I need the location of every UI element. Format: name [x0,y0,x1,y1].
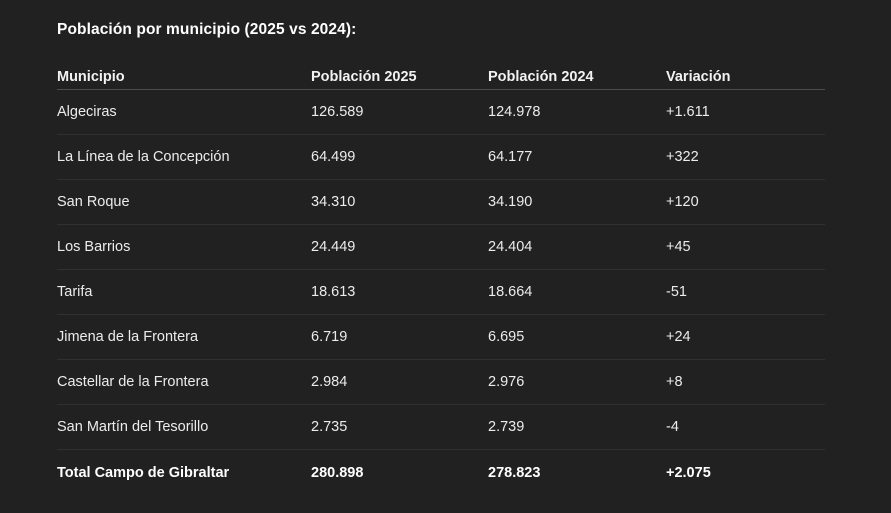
cell-variacion: +120 [666,194,699,210]
cell-poblacion-2024: 278.823 [488,464,541,481]
cell-variacion: -4 [666,419,679,435]
table-row: San Martín del Tesorillo 2.735 2.739 -4 [57,405,825,450]
cell-poblacion-2025: 2.984 [311,374,348,390]
cell-municipio: Tarifa [57,284,93,300]
column-header-poblacion-2025: Población 2025 [311,68,417,85]
table-row: Los Barrios 24.449 24.404 +45 [57,225,825,270]
cell-poblacion-2024: 124.978 [488,104,541,120]
cell-variacion: -51 [666,284,687,300]
cell-poblacion-2024: 24.404 [488,239,533,255]
cell-poblacion-2025: 6.719 [311,329,348,345]
table-row-total: Total Campo de Gibraltar 280.898 278.823… [57,450,825,495]
column-header-variacion: Variación [666,68,731,85]
content-area: Población por municipio (2025 vs 2024): … [57,21,825,495]
table-row: Tarifa 18.613 18.664 -51 [57,270,825,315]
table-row: Algeciras 126.589 124.978 +1.611 [57,90,825,135]
cell-poblacion-2024: 64.177 [488,149,533,165]
table-row: La Línea de la Concepción 64.499 64.177 … [57,135,825,180]
cell-poblacion-2024: 18.664 [488,284,533,300]
cell-poblacion-2025: 24.449 [311,239,356,255]
cell-variacion: +322 [666,149,699,165]
cell-municipio: Los Barrios [57,239,131,255]
population-table: Municipio Población 2025 Población 2024 … [57,64,825,495]
cell-variacion: +8 [666,374,683,390]
cell-poblacion-2025: 18.613 [311,284,356,300]
cell-municipio: Algeciras [57,104,117,120]
cell-municipio: Total Campo de Gibraltar [57,464,230,481]
cell-poblacion-2024: 2.976 [488,374,525,390]
cell-poblacion-2025: 2.735 [311,419,348,435]
cell-poblacion-2025: 34.310 [311,194,356,210]
cell-variacion: +24 [666,329,691,345]
table-row: Castellar de la Frontera 2.984 2.976 +8 [57,360,825,405]
table-row: Jimena de la Frontera 6.719 6.695 +24 [57,315,825,360]
cell-variacion: +2.075 [666,464,711,481]
cell-municipio: San Martín del Tesorillo [57,419,209,435]
cell-poblacion-2025: 64.499 [311,149,356,165]
cell-poblacion-2025: 280.898 [311,464,364,481]
cell-poblacion-2025: 126.589 [311,104,364,120]
cell-municipio: San Roque [57,194,130,210]
page-title: Población por municipio (2025 vs 2024): [57,21,357,38]
column-header-poblacion-2024: Población 2024 [488,68,594,85]
table-header-row: Municipio Población 2025 Población 2024 … [57,64,825,90]
cell-poblacion-2024: 6.695 [488,329,525,345]
cell-variacion: +1.611 [666,104,710,120]
cell-municipio: La Línea de la Concepción [57,149,230,165]
column-header-municipio: Municipio [57,68,125,85]
cell-poblacion-2024: 2.739 [488,419,525,435]
cell-municipio: Jimena de la Frontera [57,329,199,345]
cell-poblacion-2024: 34.190 [488,194,533,210]
table-row: San Roque 34.310 34.190 +120 [57,180,825,225]
cell-variacion: +45 [666,239,691,255]
cell-municipio: Castellar de la Frontera [57,374,209,390]
